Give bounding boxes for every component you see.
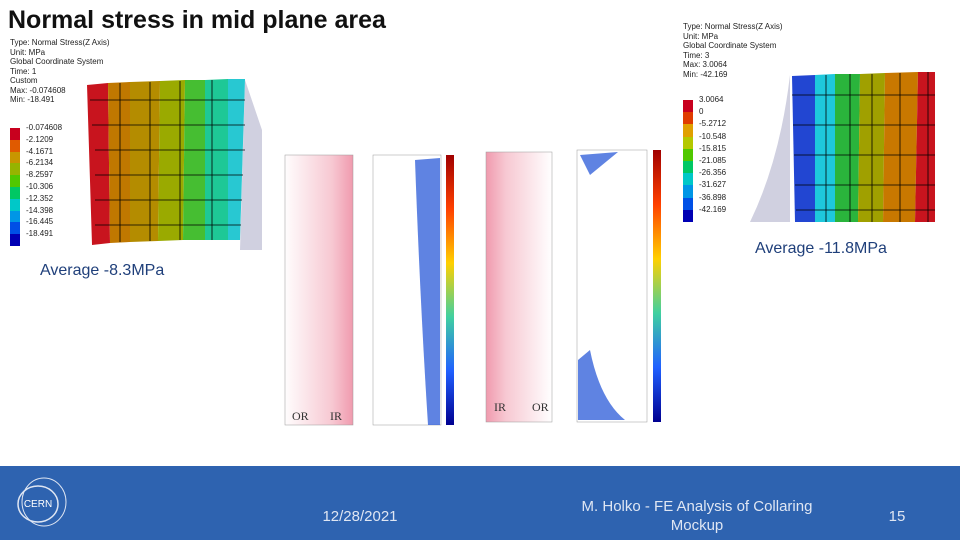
legend-label: -18.491 <box>26 229 54 239</box>
legend-label: -21.085 <box>699 156 727 165</box>
legend-label: -0.074608 <box>26 123 63 132</box>
legend-label: -10.306 <box>26 182 54 191</box>
plot-label: OR <box>532 400 549 414</box>
plot-label: IR <box>330 409 342 423</box>
legend-swatch <box>10 210 20 223</box>
legend-label: 0 <box>699 107 704 117</box>
info-line: Type: Normal Stress(Z Axis) <box>10 38 110 47</box>
logo-text: CERN <box>24 499 52 510</box>
info-line: Unit: MPa <box>10 47 46 57</box>
legend-swatch <box>10 187 20 199</box>
info-line: Max: -0.074608 <box>10 85 66 95</box>
legend-swatch <box>10 222 20 235</box>
legend-label: -26.356 <box>699 168 727 178</box>
legend-label: -14.398 <box>26 205 54 215</box>
legend-swatch <box>683 136 693 149</box>
info-line: Min: -18.491 <box>10 95 55 104</box>
plot-label: IR <box>494 400 506 414</box>
info-line: Type: Normal Stress(Z Axis) <box>683 22 783 31</box>
logo: CERN <box>17 477 67 527</box>
left-info: Type: Normal Stress(Z Axis) Unit: MPa Glob… <box>10 38 110 105</box>
legend-label: -2.1209 <box>26 134 54 144</box>
legend-swatch <box>683 100 693 113</box>
legend-swatch <box>10 175 20 187</box>
legend-swatch <box>683 124 693 137</box>
right-average: Average -11.8MPa <box>755 240 887 257</box>
legend-label: -10.548 <box>699 131 727 141</box>
info-line: Unit: MPa <box>683 31 719 41</box>
legend-swatch <box>10 163 20 176</box>
footer: CERN 12/28/2021 M. Holko - FE Analysis o… <box>0 466 960 540</box>
legend-label: -8.2597 <box>26 170 54 180</box>
legend-swatch <box>683 185 693 198</box>
info-line: Global Coordinate System <box>683 41 777 50</box>
info-line: Custom <box>10 76 38 85</box>
legend-label: -31.627 <box>699 180 727 190</box>
info-line: Global Coordinate System <box>10 57 104 66</box>
legend-label: -5.2712 <box>699 119 727 129</box>
title: Normal stress in mid plane area <box>8 6 386 34</box>
legend-label: -6.2134 <box>26 158 54 168</box>
date: 12/28/2021 <box>322 508 398 525</box>
legend-swatch <box>10 151 20 164</box>
legend-label: -15.815 <box>699 143 727 153</box>
legend-swatch <box>683 173 693 186</box>
legend-swatch <box>10 234 20 246</box>
legend-swatch <box>683 148 693 161</box>
left-average: Average -8.3MPa <box>40 262 165 279</box>
left-contour <box>87 79 245 245</box>
plot-label: OR <box>292 409 309 423</box>
legend-label: -16.445 <box>26 217 54 227</box>
legend-label: -4.1671 <box>26 146 54 156</box>
figures <box>87 72 935 426</box>
legend-swatch <box>683 112 693 125</box>
legend-swatch <box>683 161 693 174</box>
legend-swatch <box>10 198 20 211</box>
info-line: Max: 3.0064 <box>683 60 728 69</box>
author-title: M. Holko - FE Analysis of Collaring Mock… <box>581 498 813 534</box>
legend-swatch <box>683 209 693 222</box>
legend-label: -12.352 <box>26 193 54 203</box>
page-number: 15 <box>888 508 906 525</box>
legend-label: -42.169 <box>699 204 727 214</box>
legend-swatch <box>10 139 20 152</box>
info-line: Min: -42.169 <box>683 69 728 79</box>
right-info: Type: Normal Stress(Z Axis) Unit: MPa Glob… <box>683 22 783 79</box>
right-contour <box>792 72 935 222</box>
legend-swatch <box>683 197 693 210</box>
info-line: Time: 3 <box>683 50 710 60</box>
legend-swatch <box>10 128 20 140</box>
legend-label: 3.0064 <box>699 95 724 104</box>
legend-label: -36.898 <box>699 192 727 202</box>
info-line: Time: 1 <box>10 66 37 76</box>
